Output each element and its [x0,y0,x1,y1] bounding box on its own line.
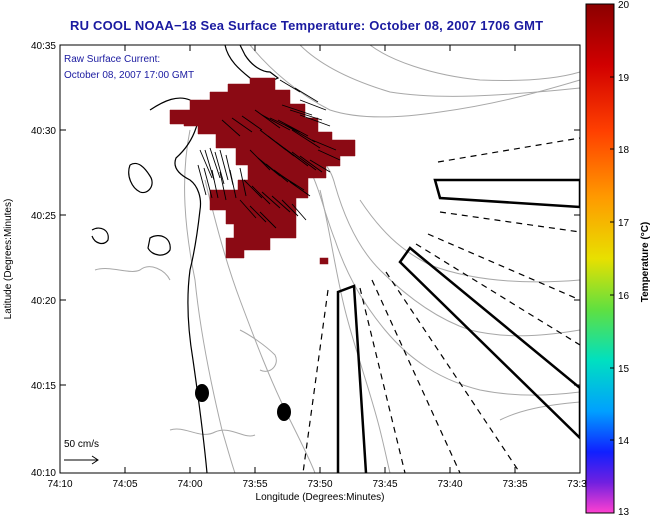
x-tick-label: 73:3 [567,479,587,490]
colorbar-tick-label: 14 [618,436,630,447]
x-axis-title: Longitude (Degrees:Minutes) [256,492,385,503]
y-tick-labels: 40:35 40:30 40:25 40:20 40:15 40:10 [31,41,56,479]
bathymetry-contours [94,45,580,473]
y-tick-label: 40:35 [31,41,56,52]
colorbar-tick-label: 16 [618,291,630,302]
x-tick-label: 73:35 [502,479,527,490]
radar-beams [302,137,580,473]
y-tick-label: 40:15 [31,381,56,392]
axis-ticks [59,44,581,474]
colorbar-tick-label: 19 [618,73,630,84]
colorbar [585,3,615,514]
y-tick-label: 40:10 [31,468,56,479]
x-tick-label: 73:40 [437,479,462,490]
colorbar-tick-labels: 20 19 18 17 16 15 14 13 [618,0,630,518]
colorbar-tick-label: 17 [618,218,630,229]
sst-patch [169,77,356,265]
x-tick-label: 74:00 [177,479,202,490]
y-tick-label: 40:20 [31,296,56,307]
y-axis-title: Latitude (Degrees:Minutes) [3,199,14,320]
map-title: RU COOL NOAA−18 Sea Surface Temperature:… [70,18,544,33]
colorbar-tick-label: 15 [618,364,630,375]
annotation-line1: Raw Surface Current: [64,54,160,65]
colorbar-ticks [610,3,614,514]
colorbar-tick-label: 20 [618,0,630,11]
x-tick-labels: 74:10 74:05 74:00 73:55 73:50 73:45 73:4… [47,479,587,490]
marker-east [277,403,291,421]
marker-west [195,384,209,402]
x-tick-label: 74:10 [47,479,72,490]
scale-arrow [64,455,99,465]
colorbar-tick-label: 13 [618,507,630,518]
x-tick-label: 73:55 [242,479,267,490]
annotation-line2: October 08, 2007 17:00 GMT [64,70,194,81]
current-vectors [197,79,341,229]
x-tick-label: 73:45 [372,479,397,490]
scale-label: 50 cm/s [64,439,99,450]
colorbar-tick-label: 18 [618,145,630,156]
y-tick-label: 40:30 [31,126,56,137]
y-tick-label: 40:25 [31,211,56,222]
x-tick-label: 74:05 [112,479,137,490]
x-tick-label: 73:50 [307,479,332,490]
colorbar-title: Temperature (°C) [640,222,651,303]
